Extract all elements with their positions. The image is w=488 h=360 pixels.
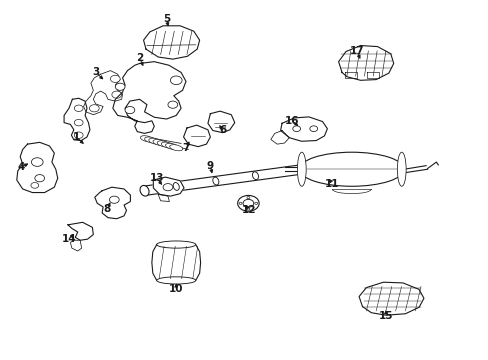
Text: 5: 5: [163, 14, 170, 24]
Text: 9: 9: [206, 161, 213, 171]
Polygon shape: [344, 72, 356, 78]
Text: 14: 14: [61, 234, 76, 244]
Text: 4: 4: [18, 162, 25, 172]
Circle shape: [170, 76, 182, 85]
Text: 8: 8: [103, 204, 110, 214]
Circle shape: [292, 126, 300, 132]
Ellipse shape: [148, 138, 162, 144]
Polygon shape: [207, 111, 234, 133]
Ellipse shape: [397, 152, 406, 186]
Ellipse shape: [165, 143, 178, 149]
Circle shape: [167, 101, 177, 108]
Polygon shape: [70, 240, 81, 251]
Circle shape: [89, 105, 99, 112]
Text: 11: 11: [325, 179, 339, 189]
Text: 1: 1: [73, 132, 80, 142]
Polygon shape: [64, 98, 90, 140]
Polygon shape: [152, 244, 200, 280]
Ellipse shape: [140, 136, 153, 142]
Circle shape: [246, 197, 249, 199]
Ellipse shape: [169, 145, 183, 151]
Text: 3: 3: [92, 67, 99, 77]
Circle shape: [74, 132, 83, 138]
Circle shape: [110, 75, 120, 82]
Text: 6: 6: [219, 125, 226, 135]
Circle shape: [35, 175, 44, 182]
Ellipse shape: [173, 183, 179, 190]
Text: 16: 16: [285, 116, 299, 126]
Polygon shape: [83, 71, 122, 115]
Ellipse shape: [161, 142, 174, 148]
Circle shape: [254, 202, 257, 204]
Circle shape: [115, 83, 125, 90]
Text: 17: 17: [348, 46, 363, 56]
Text: 12: 12: [242, 206, 256, 216]
Polygon shape: [183, 125, 210, 147]
Ellipse shape: [252, 172, 258, 180]
Circle shape: [125, 107, 135, 114]
Polygon shape: [280, 117, 327, 141]
Circle shape: [74, 120, 83, 126]
Circle shape: [74, 105, 83, 112]
Text: 13: 13: [149, 173, 163, 183]
Text: 7: 7: [182, 143, 189, 153]
Polygon shape: [113, 62, 185, 134]
Circle shape: [239, 202, 242, 204]
Polygon shape: [95, 187, 130, 219]
Polygon shape: [158, 194, 169, 202]
Polygon shape: [153, 177, 183, 196]
Ellipse shape: [157, 277, 195, 284]
Circle shape: [109, 196, 119, 203]
Circle shape: [237, 195, 259, 211]
Circle shape: [309, 126, 317, 132]
Ellipse shape: [157, 141, 170, 147]
Polygon shape: [338, 45, 393, 80]
Ellipse shape: [144, 137, 157, 143]
Ellipse shape: [297, 152, 305, 186]
Polygon shape: [366, 72, 378, 78]
Ellipse shape: [299, 152, 404, 186]
Text: 2: 2: [136, 53, 143, 63]
Text: 15: 15: [378, 311, 392, 321]
Text: 10: 10: [169, 284, 183, 294]
Polygon shape: [358, 282, 423, 315]
Ellipse shape: [212, 177, 219, 185]
Polygon shape: [270, 131, 289, 144]
Polygon shape: [17, 142, 58, 193]
Circle shape: [243, 199, 253, 207]
Polygon shape: [143, 26, 199, 59]
Circle shape: [31, 158, 43, 166]
Circle shape: [112, 91, 122, 98]
Ellipse shape: [140, 185, 149, 196]
Ellipse shape: [157, 241, 195, 248]
Circle shape: [246, 208, 249, 210]
Ellipse shape: [153, 140, 166, 146]
Circle shape: [31, 183, 39, 188]
Circle shape: [163, 184, 172, 191]
Polygon shape: [68, 222, 93, 240]
